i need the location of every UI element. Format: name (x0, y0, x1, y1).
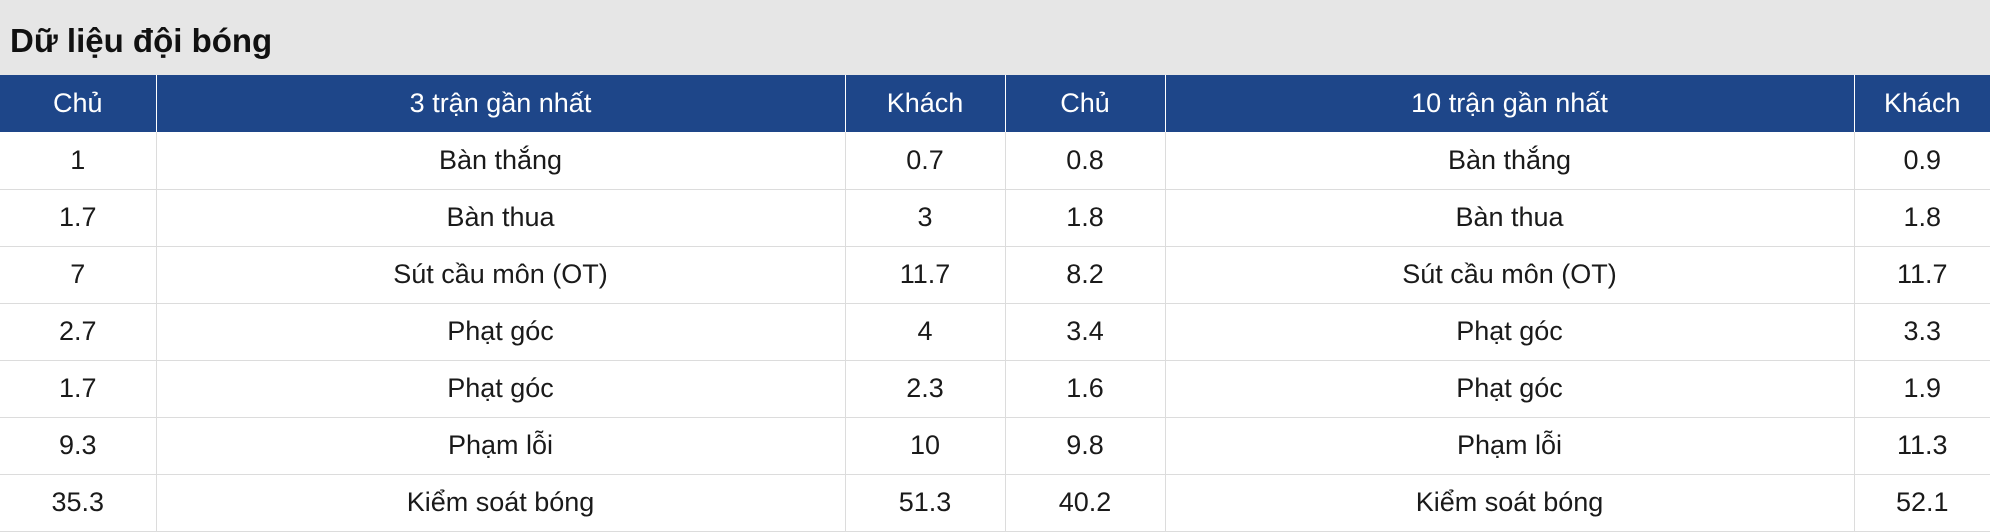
table-cell: 10 (844, 417, 1005, 475)
table-body: 1 Bàn thắng 0.7 0.8 Bàn thắng 0.9 1.7 Bàn thua 3… (0, 132, 1990, 532)
table-cell: 3.3 (1853, 303, 1990, 361)
table-row: 1.7 Bàn thua 3 1.8 Bàn thua 1.8 (0, 189, 1990, 247)
table-cell: Phạt góc (1164, 360, 1854, 418)
table-cell: 1.9 (1853, 360, 1990, 418)
table-cell: 2.7 (0, 303, 156, 361)
column-header: Chủ (1004, 75, 1165, 132)
table-cell: 3 (844, 189, 1005, 247)
table-cell: 1.8 (1853, 189, 1990, 247)
table-cell: 35.3 (0, 474, 156, 532)
table-cell: 0.8 (1004, 132, 1165, 190)
table-cell: 40.2 (1004, 474, 1165, 532)
table-cell: Phạm lỗi (155, 417, 845, 475)
table-cell: Sút cầu môn (OT) (155, 246, 845, 304)
table-cell: 0.7 (844, 132, 1005, 190)
stats-table: Chủ 3 trận gần nhất Khách Chủ 10 trận gần nh… (0, 75, 1990, 532)
column-header: Khách (1853, 75, 1990, 132)
table-cell: 1.7 (0, 360, 156, 418)
table-cell: 2.3 (844, 360, 1005, 418)
table-cell: Bàn thắng (1164, 132, 1854, 190)
table-cell: 9.3 (0, 417, 156, 475)
table-cell: 4 (844, 303, 1005, 361)
table-row: 1.7 Phạt góc 2.3 1.6 Phạt góc 1.9 (0, 360, 1990, 418)
column-header: 10 trận gần nhất (1164, 75, 1854, 132)
table-cell: 1.8 (1004, 189, 1165, 247)
table-cell: Phạm lỗi (1164, 417, 1854, 475)
column-header: Khách (844, 75, 1005, 132)
table-cell: Phạt góc (155, 303, 845, 361)
column-header: Chủ (0, 75, 156, 132)
table-cell: Bàn thua (1164, 189, 1854, 247)
table-cell: 8.2 (1004, 246, 1165, 304)
table-row: 2.7 Phạt góc 4 3.4 Phạt góc 3.3 (0, 303, 1990, 361)
table-row: 7 Sút cầu môn (OT) 11.7 8.2 Sút cầu môn (OT)… (0, 246, 1990, 304)
table-cell: Phạt góc (155, 360, 845, 418)
table-cell: Sút cầu môn (OT) (1164, 246, 1854, 304)
table-cell: 7 (0, 246, 156, 304)
table-cell: 1.7 (0, 189, 156, 247)
table-cell: Bàn thắng (155, 132, 845, 190)
table-cell: 11.3 (1853, 417, 1990, 475)
table-row: 9.3 Phạm lỗi 10 9.8 Phạm lỗi 11.3 (0, 417, 1990, 475)
table-cell: 1.6 (1004, 360, 1165, 418)
table-cell: 11.7 (1853, 246, 1990, 304)
section-title: Dữ liệu đội bóng (0, 0, 1990, 75)
table-cell: Kiểm soát bóng (1164, 474, 1854, 532)
header-row: Chủ 3 trận gần nhất Khách Chủ 10 trận gần nh… (0, 75, 1990, 132)
table-cell: 11.7 (844, 246, 1005, 304)
column-header: 3 trận gần nhất (155, 75, 845, 132)
table-cell: Phạt góc (1164, 303, 1854, 361)
table-cell: 52.1 (1853, 474, 1990, 532)
table-row: 35.3 Kiểm soát bóng 51.3 40.2 Kiểm soát bóng… (0, 474, 1990, 532)
table-cell: 9.8 (1004, 417, 1165, 475)
table-cell: Kiểm soát bóng (155, 474, 845, 532)
table-row: 1 Bàn thắng 0.7 0.8 Bàn thắng 0.9 (0, 132, 1990, 190)
table-cell: 0.9 (1853, 132, 1990, 190)
table-cell: Bàn thua (155, 189, 845, 247)
table-cell: 1 (0, 132, 156, 190)
table-cell: 3.4 (1004, 303, 1165, 361)
table-cell: 51.3 (844, 474, 1005, 532)
